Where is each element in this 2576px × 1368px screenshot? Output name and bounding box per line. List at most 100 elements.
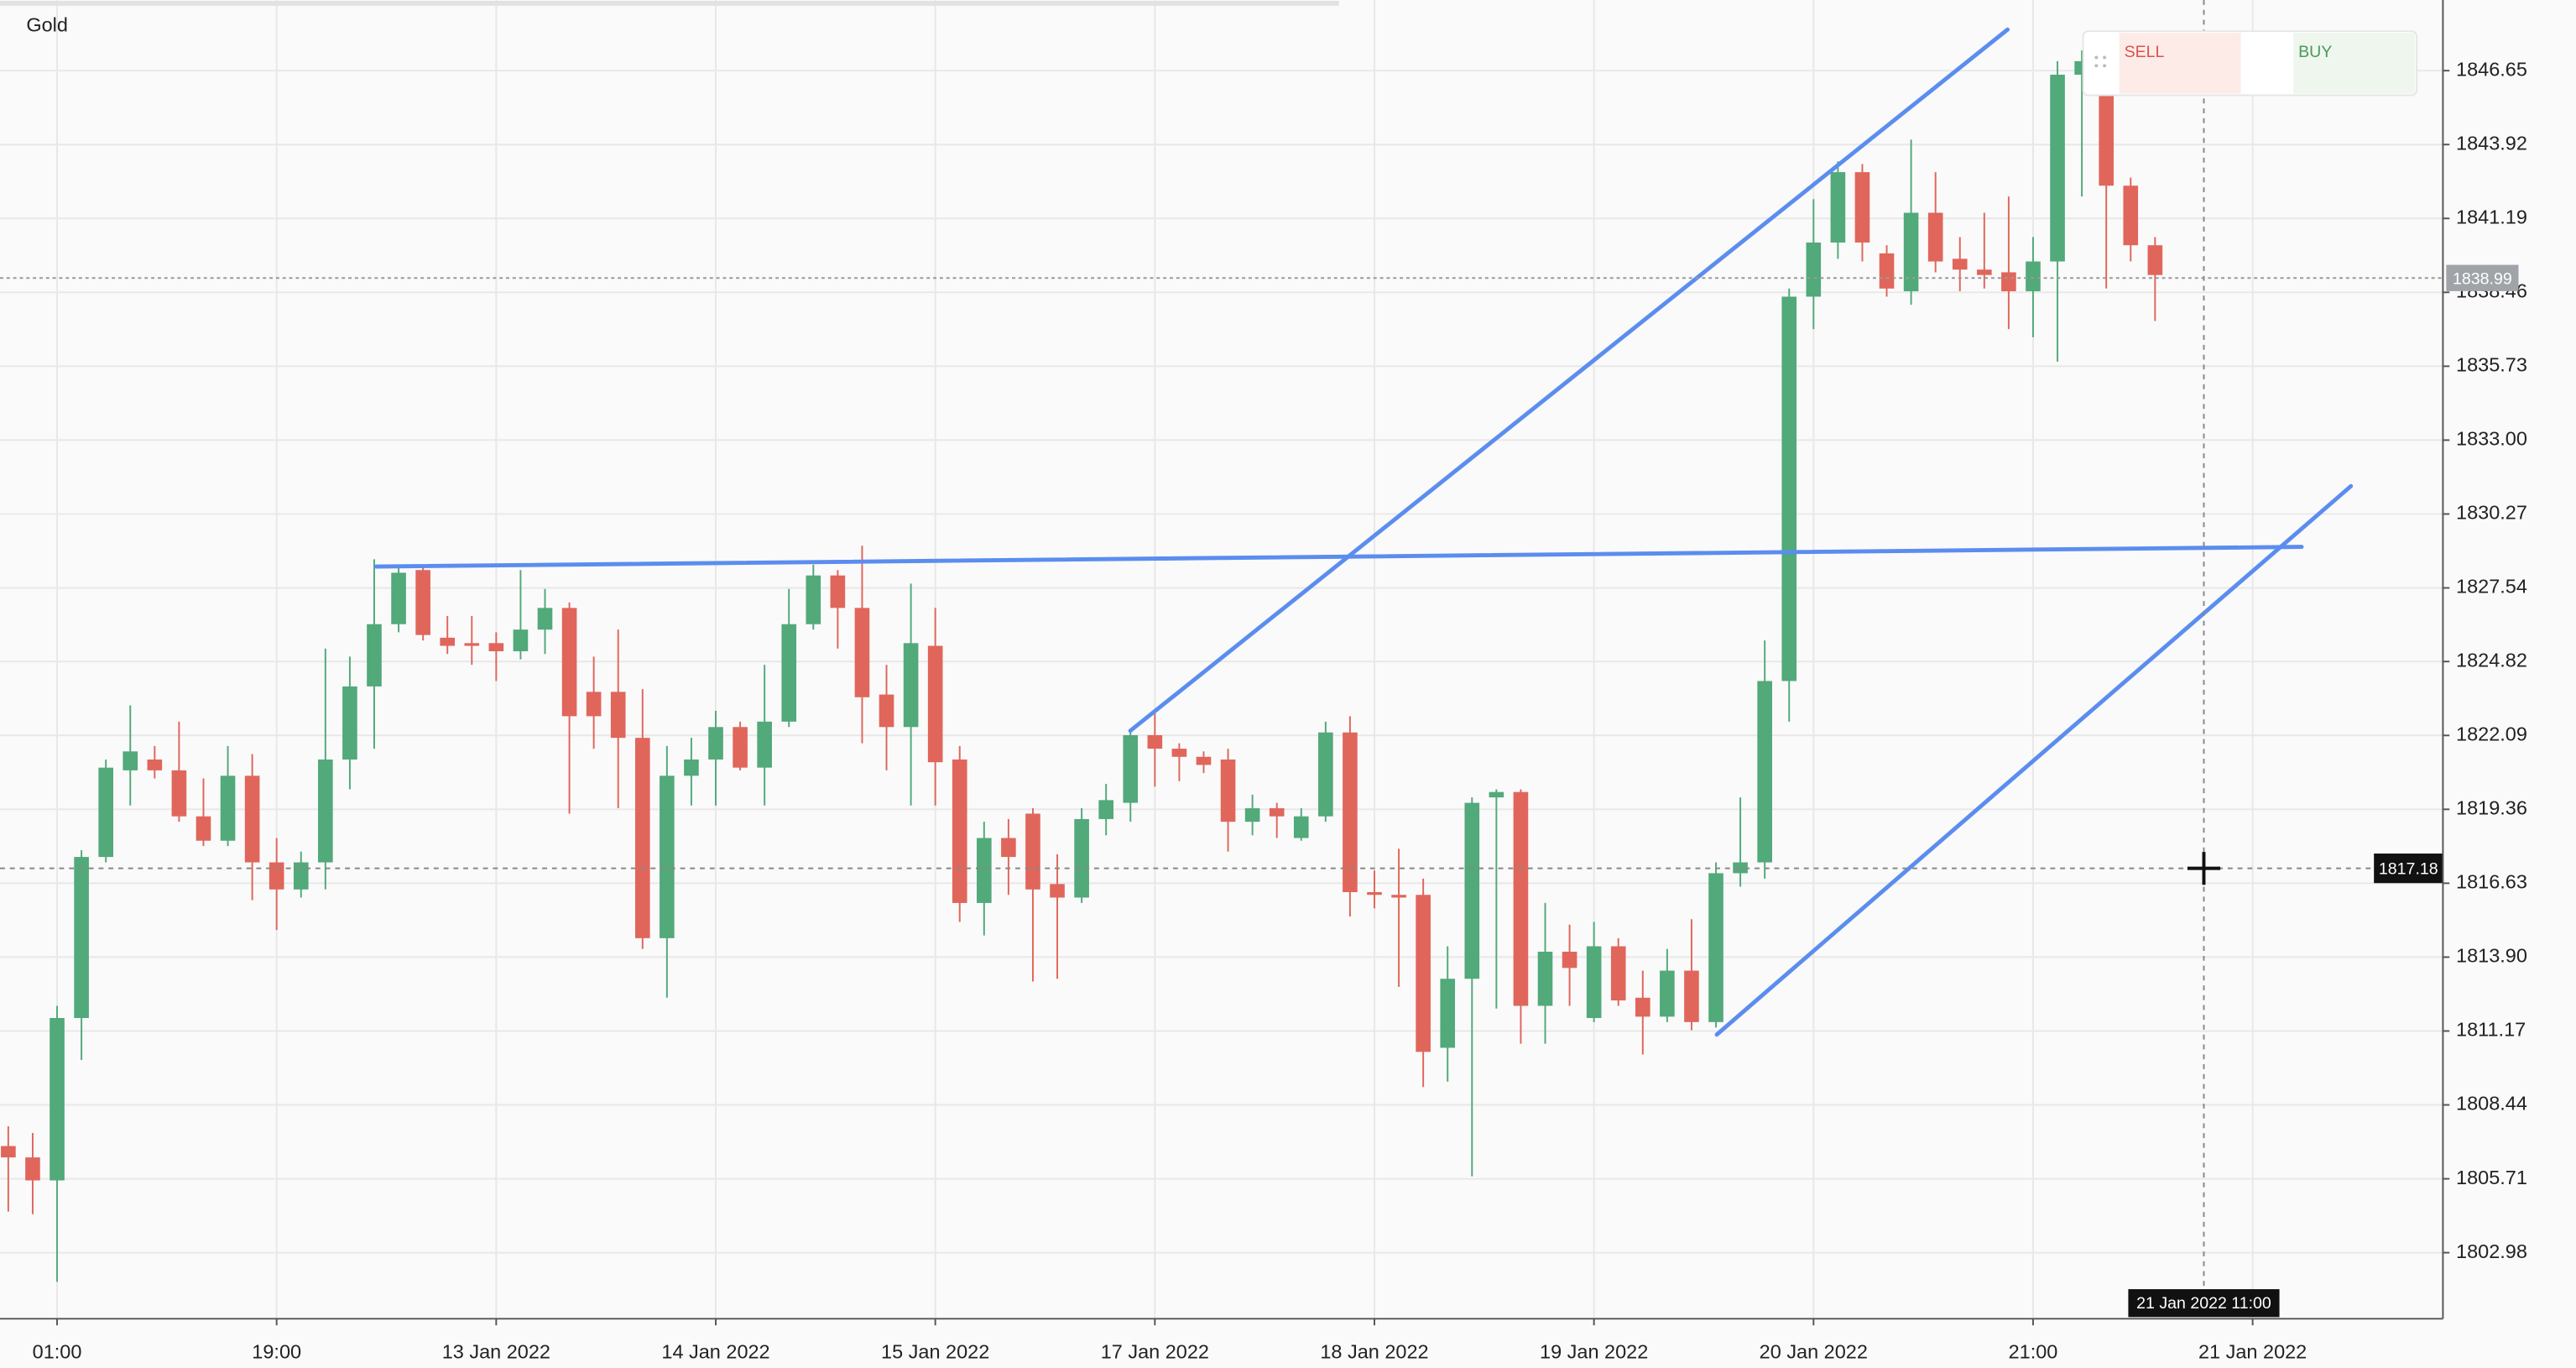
candle-body (415, 570, 430, 635)
candle-body (1464, 802, 1480, 979)
candle (2123, 177, 2139, 262)
y-tick-label: 1822.09 (2456, 723, 2527, 744)
candle-body (2050, 75, 2065, 262)
candles (1, 50, 2163, 1282)
candle-body (1147, 734, 1163, 749)
candle (1343, 716, 1358, 917)
candle (660, 745, 675, 998)
candle-body (1977, 269, 1992, 275)
candle-body (1293, 816, 1309, 838)
x-tick-label: 21 Jan 2022 (2198, 1341, 2307, 1363)
candle (1074, 808, 1089, 903)
candle (1050, 854, 1065, 979)
candle (1635, 970, 1650, 1055)
trend-line[interactable] (1128, 27, 2010, 734)
candle (1660, 948, 1675, 1022)
candle-body (952, 759, 967, 903)
candle-body (440, 637, 456, 646)
buy-label[interactable]: BUY (2298, 43, 2332, 61)
overlay: 1817.18 21 Jan 2022 11:00 (0, 0, 2443, 1319)
candle (854, 546, 870, 744)
buy-button[interactable] (2293, 33, 2416, 94)
candle-body (1025, 813, 1040, 890)
candle (1367, 870, 1382, 909)
candle-body (1660, 970, 1675, 1017)
candle-body (2147, 245, 2163, 275)
candle-body (1733, 862, 1748, 874)
candle-body (123, 751, 138, 770)
grid (0, 0, 2443, 1319)
candle-body (98, 767, 113, 858)
trend-line[interactable] (1714, 483, 2354, 1037)
candle-body (147, 759, 163, 770)
candle (586, 656, 602, 749)
candle (1489, 789, 1504, 1009)
candle (830, 570, 846, 649)
candle (537, 588, 553, 655)
candle (1977, 212, 1992, 289)
candle-body (2026, 261, 2041, 292)
x-tick-label: 20 Jan 2022 (1760, 1341, 1868, 1363)
candle-body (196, 816, 211, 841)
candle-body (1513, 791, 1529, 1006)
candle-body (342, 686, 357, 760)
candle-body (2001, 272, 2016, 292)
candle (1610, 937, 1626, 1006)
crosshair-time-box (2128, 1289, 2280, 1318)
candle (440, 616, 456, 655)
drag-handle[interactable] (2094, 55, 2107, 68)
sell-button[interactable] (2119, 33, 2241, 94)
candle-body (244, 775, 260, 863)
candle-body (879, 694, 894, 728)
candle-body (903, 643, 919, 728)
candle-body (634, 738, 650, 938)
candle (1781, 288, 1797, 722)
y-tick-label: 1802.98 (2456, 1240, 2527, 1262)
candle (1757, 640, 1772, 879)
candle-body (1220, 759, 1236, 822)
candle (1147, 710, 1163, 787)
candle-body (660, 775, 675, 938)
y-tick-label: 1846.65 (2456, 58, 2527, 80)
candle-body (2123, 185, 2139, 246)
cursor (2187, 852, 2221, 885)
candle (927, 608, 943, 806)
candle-body (513, 629, 529, 651)
candle (1537, 902, 1553, 1044)
candle-body (318, 759, 333, 863)
candle (708, 710, 723, 806)
candle (1513, 789, 1529, 1044)
candle-body (1830, 172, 1846, 243)
x-tick-label: 19:00 (252, 1341, 301, 1363)
sell-label[interactable]: SELL (2125, 43, 2165, 61)
candle (25, 1133, 40, 1214)
x-tick-label: 01:00 (33, 1341, 82, 1363)
candle-body (1635, 997, 1650, 1017)
x-tick-label: 13 Jan 2022 (442, 1341, 550, 1363)
candle-body (1537, 951, 1553, 1006)
candle (1854, 164, 1870, 262)
candle (1269, 802, 1285, 838)
candle-body (488, 643, 504, 651)
candle (1416, 878, 1431, 1088)
trend-line[interactable] (373, 545, 2304, 569)
candle (147, 745, 163, 779)
candle-body (50, 1017, 65, 1181)
candle (806, 564, 821, 630)
y-tick-label: 1835.73 (2456, 354, 2527, 376)
crosshair-price-box (2374, 854, 2443, 884)
candle (2026, 237, 2041, 337)
candle-body (1050, 884, 1065, 898)
candle (684, 738, 699, 806)
candle-body (464, 643, 480, 646)
candle (342, 656, 357, 790)
candle-body (757, 721, 772, 768)
candle-body (1269, 808, 1285, 817)
candle (1733, 797, 1748, 887)
candle-body (1757, 681, 1772, 863)
chart-title: Gold (26, 14, 68, 36)
candle (318, 648, 333, 890)
candle-body (293, 862, 309, 890)
candle (1903, 139, 1919, 305)
